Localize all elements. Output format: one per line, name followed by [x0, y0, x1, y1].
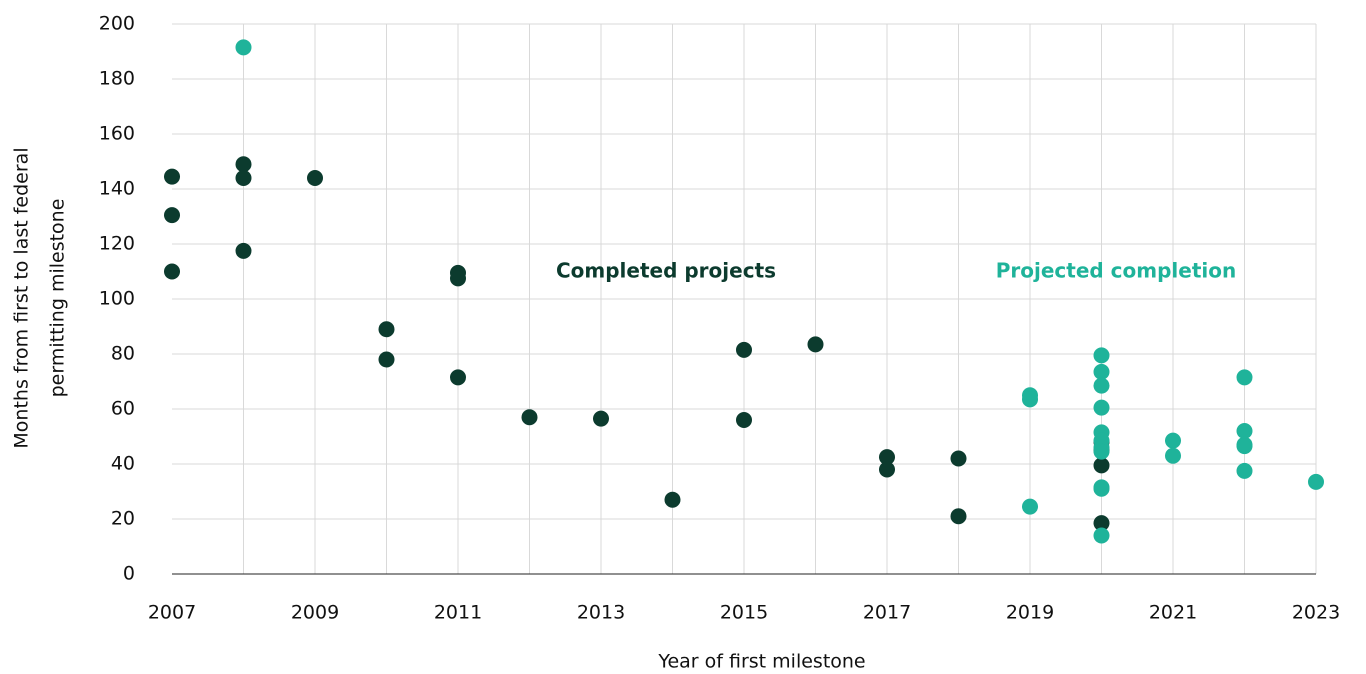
series-label: Completed projects: [556, 259, 776, 283]
x-tick-label: 2019: [1006, 602, 1054, 624]
y-tick-label: 60: [111, 398, 135, 420]
point: [235, 242, 252, 259]
x-tick-label: 2023: [1292, 602, 1340, 624]
point: [1308, 473, 1324, 490]
point: [1093, 363, 1110, 380]
series-label: Projected completion: [996, 259, 1237, 283]
y-tick-label: 40: [111, 453, 135, 475]
point: [664, 491, 681, 508]
point: [1093, 399, 1110, 416]
point: [736, 412, 752, 428]
point: [1093, 377, 1110, 394]
point: [593, 410, 609, 427]
point: [950, 508, 967, 525]
y-tick-label: 120: [99, 233, 135, 255]
y-tick-label: 20: [111, 508, 135, 530]
x-tick-label: 2021: [1149, 602, 1197, 624]
point: [1022, 391, 1038, 408]
point: [879, 461, 895, 478]
point: [1093, 347, 1110, 364]
point: [1093, 480, 1110, 497]
point: [1236, 369, 1253, 386]
point: [164, 207, 180, 224]
point: [1165, 432, 1181, 449]
point: [1022, 498, 1038, 515]
point: [1165, 447, 1181, 464]
point: [1236, 438, 1253, 455]
x-tick-label: 2009: [291, 602, 339, 624]
point: [164, 263, 180, 280]
point: [164, 168, 180, 185]
point: [1093, 457, 1110, 474]
point: [950, 450, 967, 467]
y-tick-label: 180: [99, 68, 135, 90]
x-tick-label: 2015: [720, 602, 768, 624]
y-axis-label: permitting milestone: [47, 199, 69, 398]
point: [807, 336, 824, 353]
point: [1236, 462, 1253, 479]
point: [235, 170, 252, 186]
y-tick-label: 0: [123, 563, 135, 585]
point: [378, 321, 395, 338]
y-tick-label: 100: [99, 288, 135, 310]
point: [1236, 423, 1253, 439]
point: [450, 270, 466, 287]
point: [879, 449, 895, 466]
point: [1093, 443, 1110, 460]
point: [1093, 515, 1110, 532]
y-tick-label: 140: [99, 178, 135, 200]
x-tick-label: 2007: [148, 602, 196, 624]
y-tick-label: 200: [99, 13, 135, 35]
y-tick-label: 160: [99, 123, 135, 145]
x-tick-label: 2017: [863, 602, 911, 624]
x-axis-label: Year of first milestone: [657, 651, 865, 673]
x-tick-label: 2013: [577, 602, 625, 624]
y-tick-label: 80: [111, 343, 135, 365]
point: [307, 170, 323, 186]
point: [235, 39, 252, 56]
y-axis-label: Months from first to last federal: [11, 147, 33, 448]
point: [235, 156, 252, 173]
point: [736, 341, 752, 358]
point: [378, 351, 395, 368]
point: [450, 369, 466, 386]
x-tick-label: 2011: [434, 602, 482, 624]
point: [521, 409, 538, 426]
point: [1093, 527, 1110, 544]
